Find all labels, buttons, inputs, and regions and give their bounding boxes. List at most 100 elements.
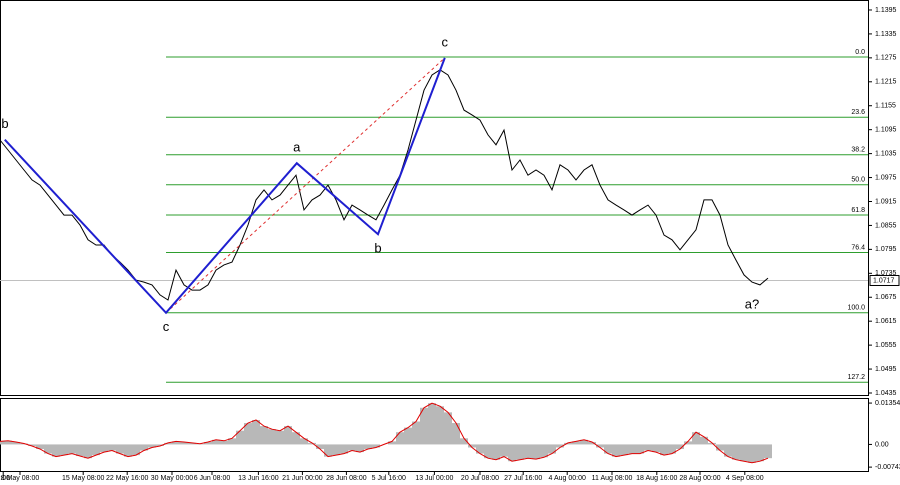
x-tick-label: 6:00 — [0, 475, 10, 482]
osc-bar — [204, 441, 212, 445]
osc-bar — [124, 444, 132, 457]
fib-label: 61.8 — [851, 207, 865, 214]
osc-bar — [596, 444, 604, 448]
x-tick-label: 8 May 08:00 — [1, 475, 40, 482]
osc-bar — [116, 444, 124, 454]
wave-label: b — [1, 116, 8, 131]
osc-bar — [0, 441, 4, 445]
osc-bar — [644, 444, 652, 451]
y-tick-label: 1.1095 — [875, 127, 897, 134]
y-tick-label: 1.0795 — [875, 246, 897, 253]
osc-bar — [364, 444, 372, 450]
osc-bar — [164, 442, 172, 445]
osc-bar — [492, 444, 500, 460]
fib-label: 127.2 — [847, 374, 865, 381]
osc-bar — [52, 444, 60, 457]
osc-bar — [508, 444, 516, 462]
osc-bar — [100, 444, 108, 453]
forecast-label: a? — [745, 297, 759, 312]
wave-label: b — [374, 241, 381, 256]
fib-label: 50.0 — [851, 177, 865, 184]
osc-bar — [316, 444, 324, 450]
fib-label: 76.4 — [851, 244, 865, 251]
osc-tick-label: -0.00743 — [875, 464, 900, 471]
osc-bar — [260, 426, 268, 445]
x-tick-label: 22 May 16:00 — [106, 475, 149, 482]
x-tick-label: 28 Jun 08:00 — [326, 475, 367, 482]
osc-bar — [540, 444, 548, 458]
osc-bar — [44, 444, 52, 454]
osc-bar — [284, 426, 292, 445]
y-tick-label: 1.1395 — [875, 7, 897, 14]
dashed-projection — [165, 57, 446, 314]
y-tick-label: 1.0555 — [875, 342, 897, 349]
osc-bar — [148, 444, 156, 448]
osc-bar — [388, 441, 396, 445]
osc-bar — [172, 441, 180, 445]
x-tick-label: 27 Jul 16:00 — [504, 475, 542, 482]
osc-bar — [396, 432, 404, 445]
osc-bar — [76, 444, 84, 457]
osc-bar — [572, 441, 580, 445]
y-tick-label: 1.0915 — [875, 198, 897, 205]
osc-bar — [92, 444, 100, 456]
x-tick-label: 4 Aug 00:00 — [549, 475, 586, 482]
osc-bar — [84, 444, 92, 459]
osc-bar — [404, 427, 412, 445]
y-tick-label: 1.1275 — [875, 55, 897, 62]
osc-bar — [524, 444, 532, 459]
x-tick-label: 11 Aug 08:00 — [592, 475, 633, 482]
osc-bar — [212, 439, 220, 445]
osc-bar — [332, 444, 340, 456]
x-tick-label: 5 Jul 16:00 — [372, 475, 406, 482]
x-tick-label: 28 Aug 00:00 — [679, 475, 720, 482]
osc-bar — [548, 444, 556, 454]
x-tick-label: 13 Jul 00:00 — [415, 475, 453, 482]
osc-bar — [276, 430, 284, 445]
osc-bar — [228, 438, 236, 445]
osc-bar — [4, 440, 12, 445]
osc-bar — [692, 432, 700, 445]
osc-tick-label: 0.00 — [875, 441, 889, 448]
fib-label: 38.2 — [851, 147, 865, 154]
osc-bar — [12, 441, 20, 445]
osc-bar — [252, 419, 260, 445]
osc-bar — [724, 444, 732, 457]
wave-label: a — [293, 140, 301, 155]
osc-bar — [452, 423, 460, 445]
osc-bar — [188, 442, 196, 445]
osc-bar — [500, 444, 508, 457]
osc-bar — [356, 444, 364, 453]
wave-label: c — [163, 319, 170, 334]
osc-bar — [660, 444, 668, 456]
osc-bar — [708, 442, 716, 445]
osc-bar — [620, 444, 628, 456]
fib-label: 100.0 — [847, 305, 865, 312]
osc-bar — [60, 444, 68, 456]
y-tick-label: 1.0675 — [875, 294, 897, 301]
osc-bar — [444, 412, 452, 445]
osc-bar — [436, 406, 444, 445]
x-tick-label: 30 May 00:00 — [151, 475, 194, 482]
osc-tick-label: 0.01354 — [875, 400, 900, 407]
osc-bar — [556, 444, 564, 448]
osc-bar — [308, 442, 316, 445]
osc-bar — [348, 444, 356, 451]
osc-bar — [108, 444, 116, 451]
osc-bar — [68, 444, 76, 454]
osc-bar — [244, 423, 252, 445]
osc-bar — [140, 444, 148, 451]
last-price-box — [869, 274, 900, 286]
x-tick-label: 15 May 08:00 — [62, 475, 105, 482]
osc-bar — [476, 444, 484, 454]
y-tick-label: 1.1215 — [875, 79, 897, 86]
price-panel — [0, 0, 869, 396]
osc-bar — [36, 444, 44, 450]
osc-bar — [604, 444, 612, 454]
osc-bar — [300, 438, 308, 445]
y-tick-label: 1.0975 — [875, 174, 897, 181]
osc-bar — [484, 444, 492, 459]
y-tick-label: 1.0855 — [875, 222, 897, 229]
